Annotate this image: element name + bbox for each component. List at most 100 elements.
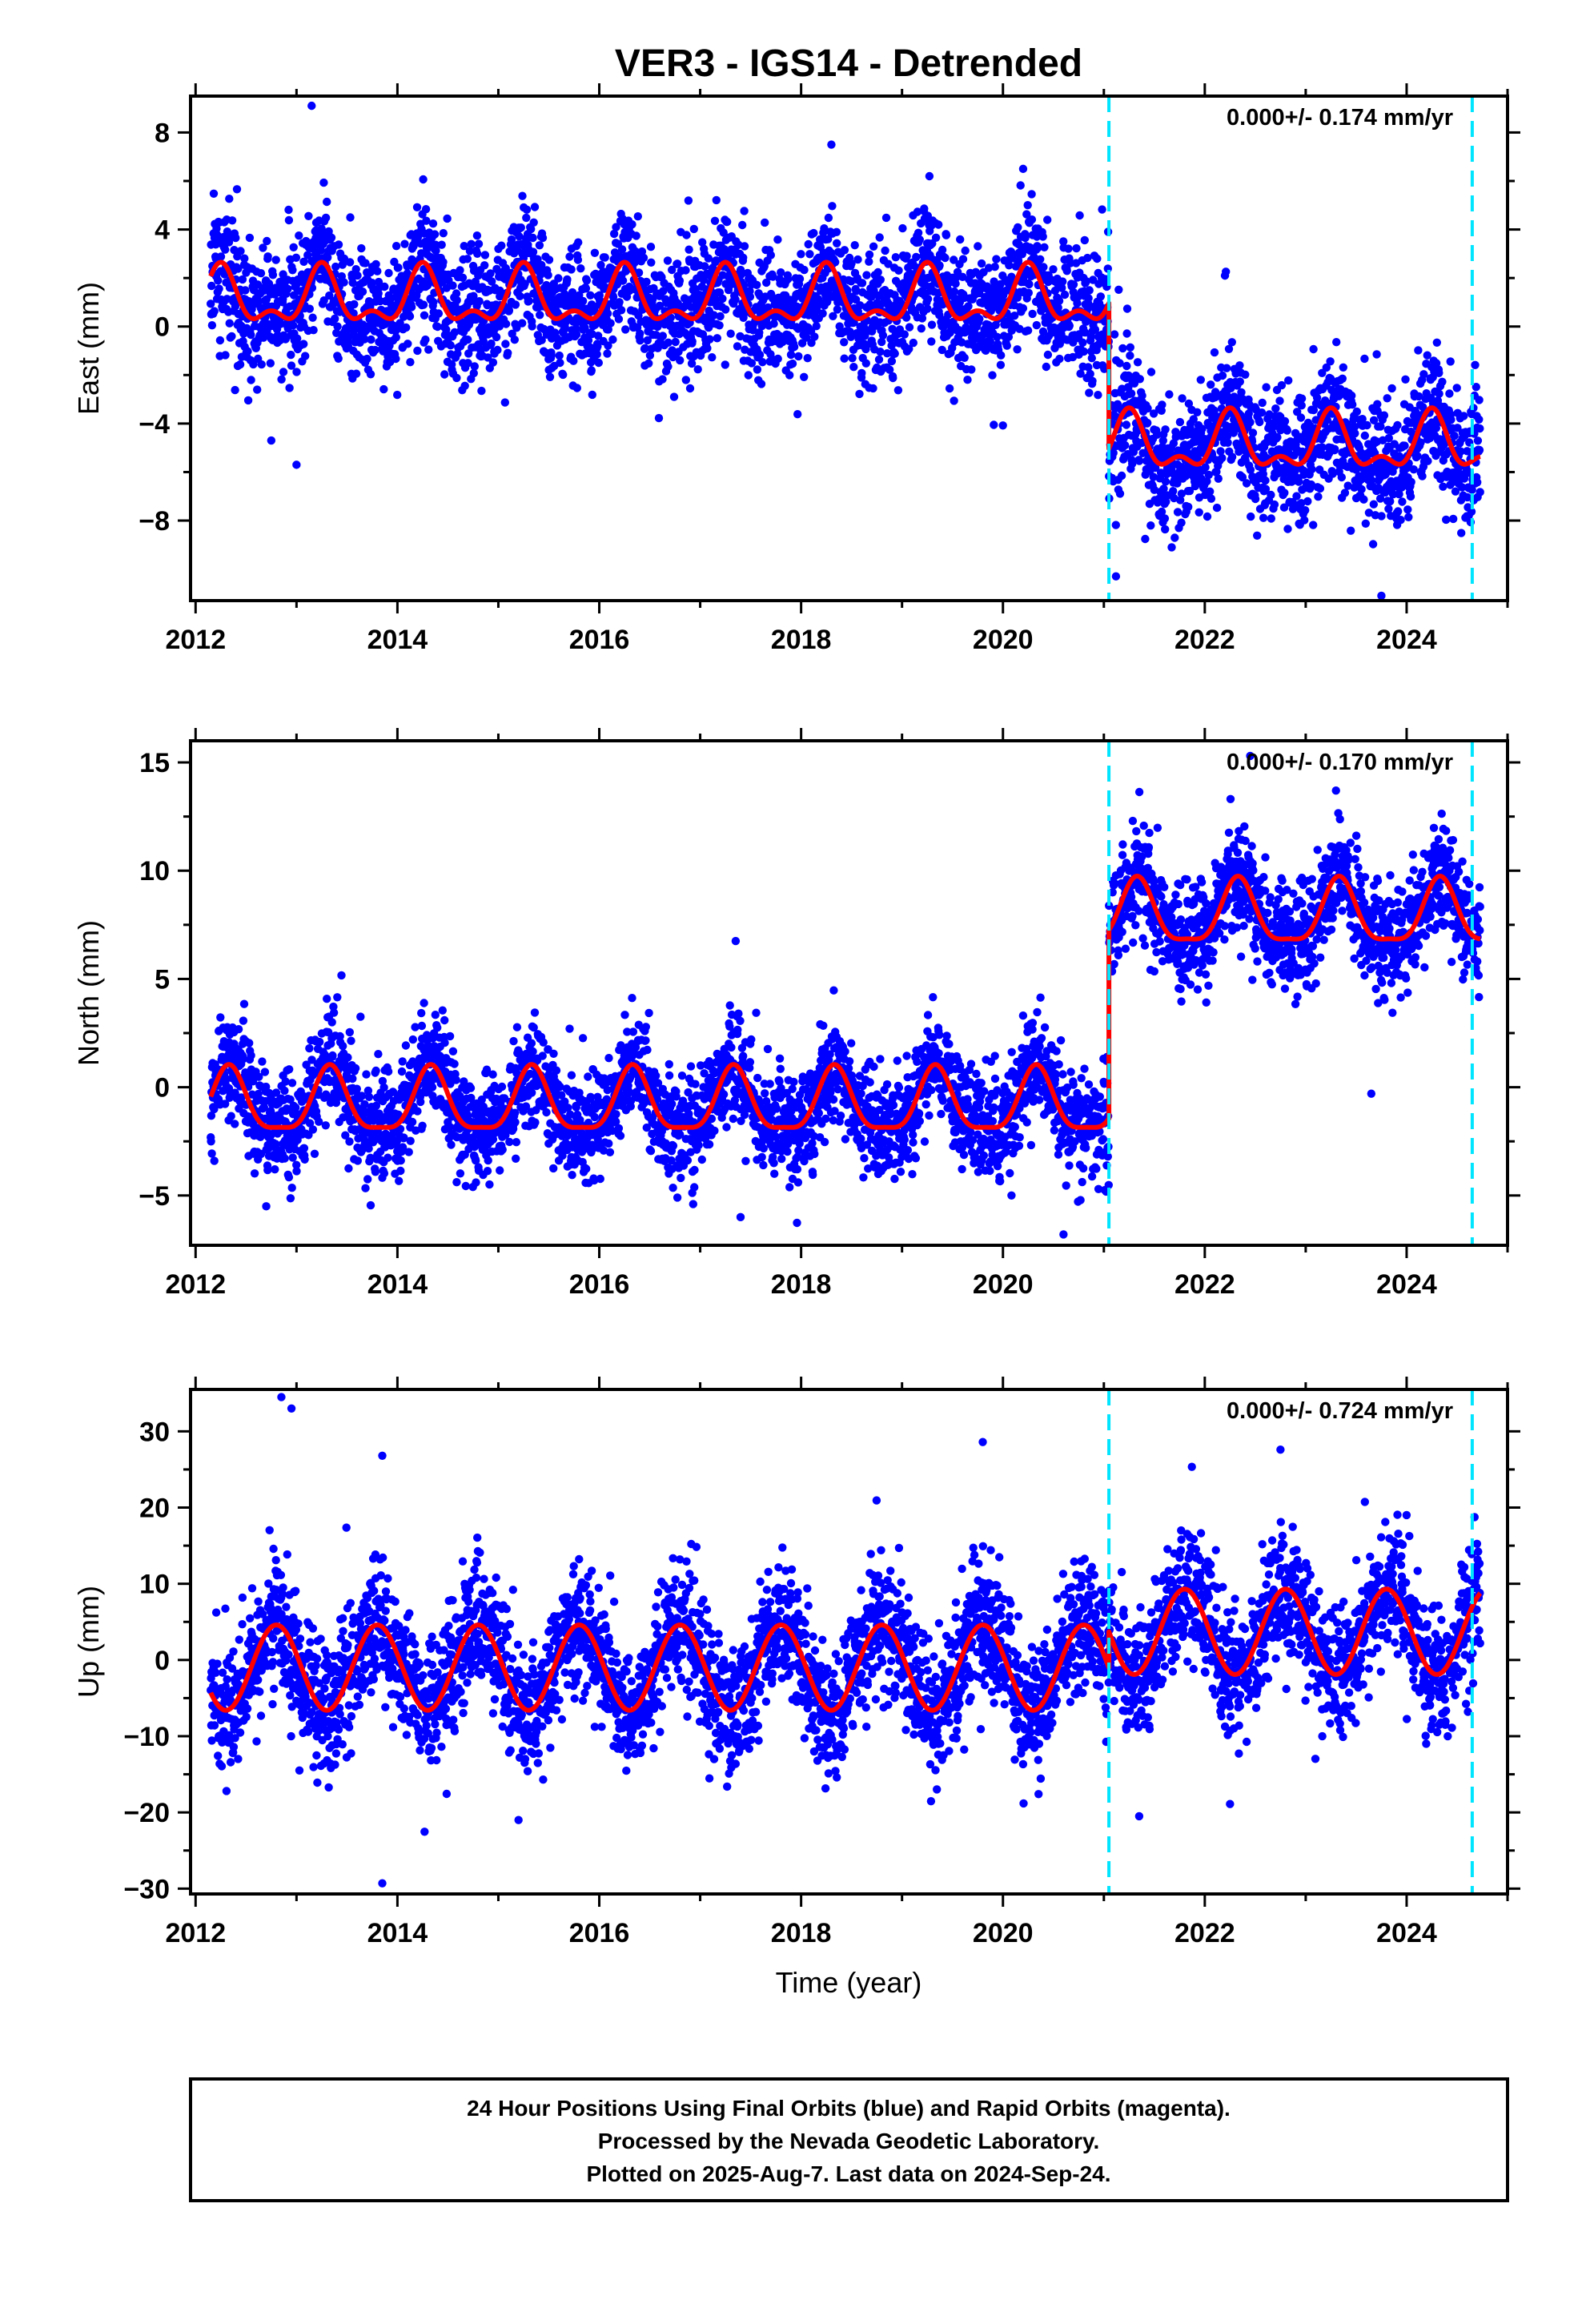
data-point [705, 335, 714, 344]
data-point [319, 178, 328, 187]
data-point [1255, 417, 1264, 427]
data-point [331, 262, 340, 271]
data-point [299, 340, 308, 348]
data-point [263, 252, 272, 261]
data-point [1267, 490, 1275, 500]
data-point [1309, 521, 1318, 529]
data-point [865, 257, 873, 266]
data-point [1096, 292, 1106, 301]
data-point [470, 265, 479, 274]
data-point [528, 322, 536, 331]
data-point [687, 359, 697, 368]
data-point [216, 252, 226, 261]
data-point [1423, 456, 1432, 465]
data-point [408, 1117, 417, 1127]
data-point [673, 259, 682, 268]
data-point [757, 380, 766, 388]
data-point [1432, 338, 1442, 347]
data-point [443, 214, 452, 223]
data-point [794, 352, 803, 361]
data-point [1271, 404, 1280, 413]
data-point [345, 258, 355, 267]
data-point [1363, 420, 1371, 430]
data-point [1043, 215, 1052, 224]
data-point [442, 325, 451, 334]
data-point [942, 231, 951, 239]
data-point [681, 376, 690, 384]
data-point [1203, 512, 1212, 521]
data-point [961, 246, 970, 255]
data-point [1296, 413, 1306, 422]
data-point [337, 971, 346, 980]
data-point [231, 233, 240, 243]
data-point [1435, 368, 1443, 377]
data-point [1223, 364, 1231, 372]
data-point [437, 240, 446, 249]
data-point [1080, 235, 1090, 245]
data-point [207, 281, 216, 291]
data-point [1439, 482, 1447, 491]
data-point [1347, 391, 1356, 400]
data-point [542, 280, 551, 290]
data-point [254, 296, 263, 306]
data-point [536, 311, 544, 320]
data-point [319, 296, 328, 305]
data-point [1359, 495, 1368, 504]
data-point [422, 216, 431, 225]
data-point [1303, 497, 1312, 506]
data-point [1122, 304, 1132, 313]
data-point [716, 312, 725, 321]
data-point [1084, 294, 1093, 303]
data-point [268, 271, 278, 279]
data-point [636, 336, 644, 345]
data-point [1212, 503, 1222, 513]
data-point [394, 263, 403, 272]
data-point [209, 189, 219, 198]
data-point [519, 254, 528, 263]
data-point [287, 361, 296, 370]
data-point [292, 368, 301, 376]
data-point [291, 253, 301, 262]
data-point [1273, 432, 1282, 442]
data-point [684, 196, 693, 205]
data-point [1445, 389, 1454, 398]
data-point [464, 335, 472, 344]
data-point [271, 255, 280, 264]
data-point [520, 279, 529, 288]
data-point [493, 345, 502, 355]
data-point [1086, 369, 1094, 379]
data-point [1307, 464, 1316, 474]
data-point [1133, 358, 1142, 367]
data-point [429, 298, 438, 307]
data-point [931, 233, 941, 242]
data-point [245, 233, 255, 243]
data-point [881, 246, 889, 255]
data-point [818, 309, 827, 318]
data-point [1178, 394, 1186, 403]
data-point [487, 339, 496, 348]
data-point [574, 238, 583, 247]
data-point [1184, 502, 1193, 512]
data-point [1210, 348, 1219, 357]
data-point [1251, 494, 1260, 504]
data-point [440, 370, 449, 379]
data-point [260, 1068, 270, 1076]
data-point [413, 233, 423, 242]
data-point [353, 271, 362, 280]
data-point [380, 282, 389, 292]
data-point [1146, 368, 1156, 376]
data-point [809, 228, 818, 238]
data-point [287, 1184, 296, 1192]
data-point [708, 353, 717, 362]
data-point [685, 384, 695, 393]
data-point [712, 195, 721, 205]
data-point [1169, 487, 1178, 496]
data-point [232, 185, 242, 194]
data-point [747, 359, 757, 368]
data-point [869, 384, 877, 393]
data-point [379, 384, 388, 394]
data-point [323, 197, 331, 207]
data-point [1253, 531, 1262, 540]
data-point [588, 390, 596, 400]
data-point [404, 1148, 413, 1156]
